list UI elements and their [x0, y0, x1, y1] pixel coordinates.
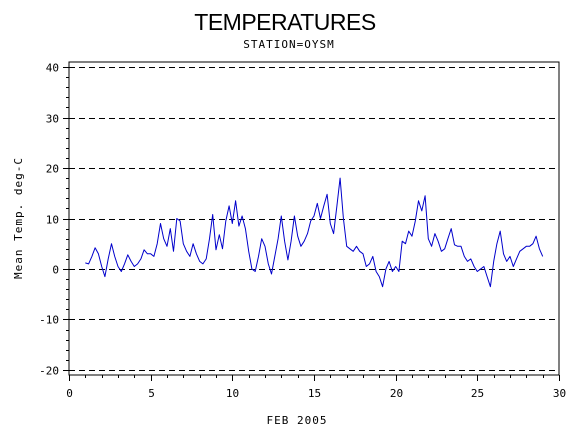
y-tick-label: 20	[46, 163, 59, 176]
chart-subtitle: STATION=OYSM	[243, 38, 334, 51]
y-tick-label: -20	[39, 365, 59, 378]
axes	[68, 61, 560, 376]
grid-lines	[69, 67, 559, 371]
x-tick-label: 0	[66, 387, 73, 400]
x-tick-label: 10	[226, 387, 239, 400]
y-tick-label: 40	[46, 62, 59, 75]
x-axis-label: FEB 2005	[267, 414, 328, 427]
y-axis-label: Mean Temp. deg-C	[12, 157, 25, 279]
x-tick-label: 15	[308, 387, 321, 400]
plot-frame	[68, 61, 560, 376]
series-lines	[85, 177, 544, 288]
x-tick-label: 20	[390, 387, 403, 400]
tick-marks: -20 -10 0 10 20 30 40 0 5 10 15 20 25 30	[39, 62, 566, 401]
y-tick-label: 30	[46, 113, 59, 126]
x-tick-label: 5	[148, 387, 155, 400]
series-line	[85, 177, 544, 288]
x-tick-label: 30	[553, 387, 566, 400]
y-tick-label: -10	[39, 314, 59, 327]
y-tick-label: 0	[52, 264, 59, 277]
y-tick-label: 10	[46, 214, 59, 227]
x-tick-label: 25	[471, 387, 484, 400]
chart-title: TEMPERATURES	[194, 9, 376, 35]
